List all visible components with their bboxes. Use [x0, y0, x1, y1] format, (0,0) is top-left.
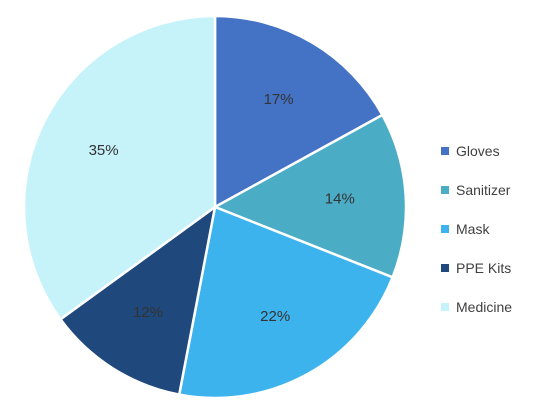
pie-slice-sanitizer [213, 113, 408, 279]
legend-swatch [441, 224, 449, 233]
data-label-medicine: 35% [89, 142, 119, 159]
data-label-mask: 22% [260, 308, 290, 325]
legend-label: Sanitizer [456, 181, 511, 198]
legend-swatch [441, 146, 449, 155]
legend-label: Gloves [456, 142, 500, 159]
data-label-gloves: 17% [264, 91, 294, 108]
pie-slice-medicine [22, 14, 217, 321]
legend-item-gloves: Gloves [441, 131, 556, 170]
pie-slice-gloves [213, 14, 384, 209]
legend-item-sanitizer: Sanitizer [441, 170, 556, 209]
legend-item-mask: Mask [441, 209, 556, 248]
pie-slice-mask [177, 205, 394, 400]
legend-swatch [441, 302, 449, 311]
legend-swatch [441, 263, 449, 272]
legend-item-ppe-kits: PPE Kits [441, 248, 556, 287]
data-label-sanitizer: 14% [325, 191, 355, 208]
legend: Gloves Sanitizer Mask PPE Kits Medicine [441, 131, 556, 326]
data-label-ppe-kits: 12% [133, 304, 163, 321]
legend-item-medicine: Medicine [441, 287, 556, 326]
legend-label: Medicine [456, 298, 513, 315]
legend-label: Mask [456, 220, 490, 237]
pie-slice-ppe-kits [59, 205, 217, 396]
legend-swatch [441, 185, 449, 194]
legend-label: PPE Kits [456, 259, 512, 276]
